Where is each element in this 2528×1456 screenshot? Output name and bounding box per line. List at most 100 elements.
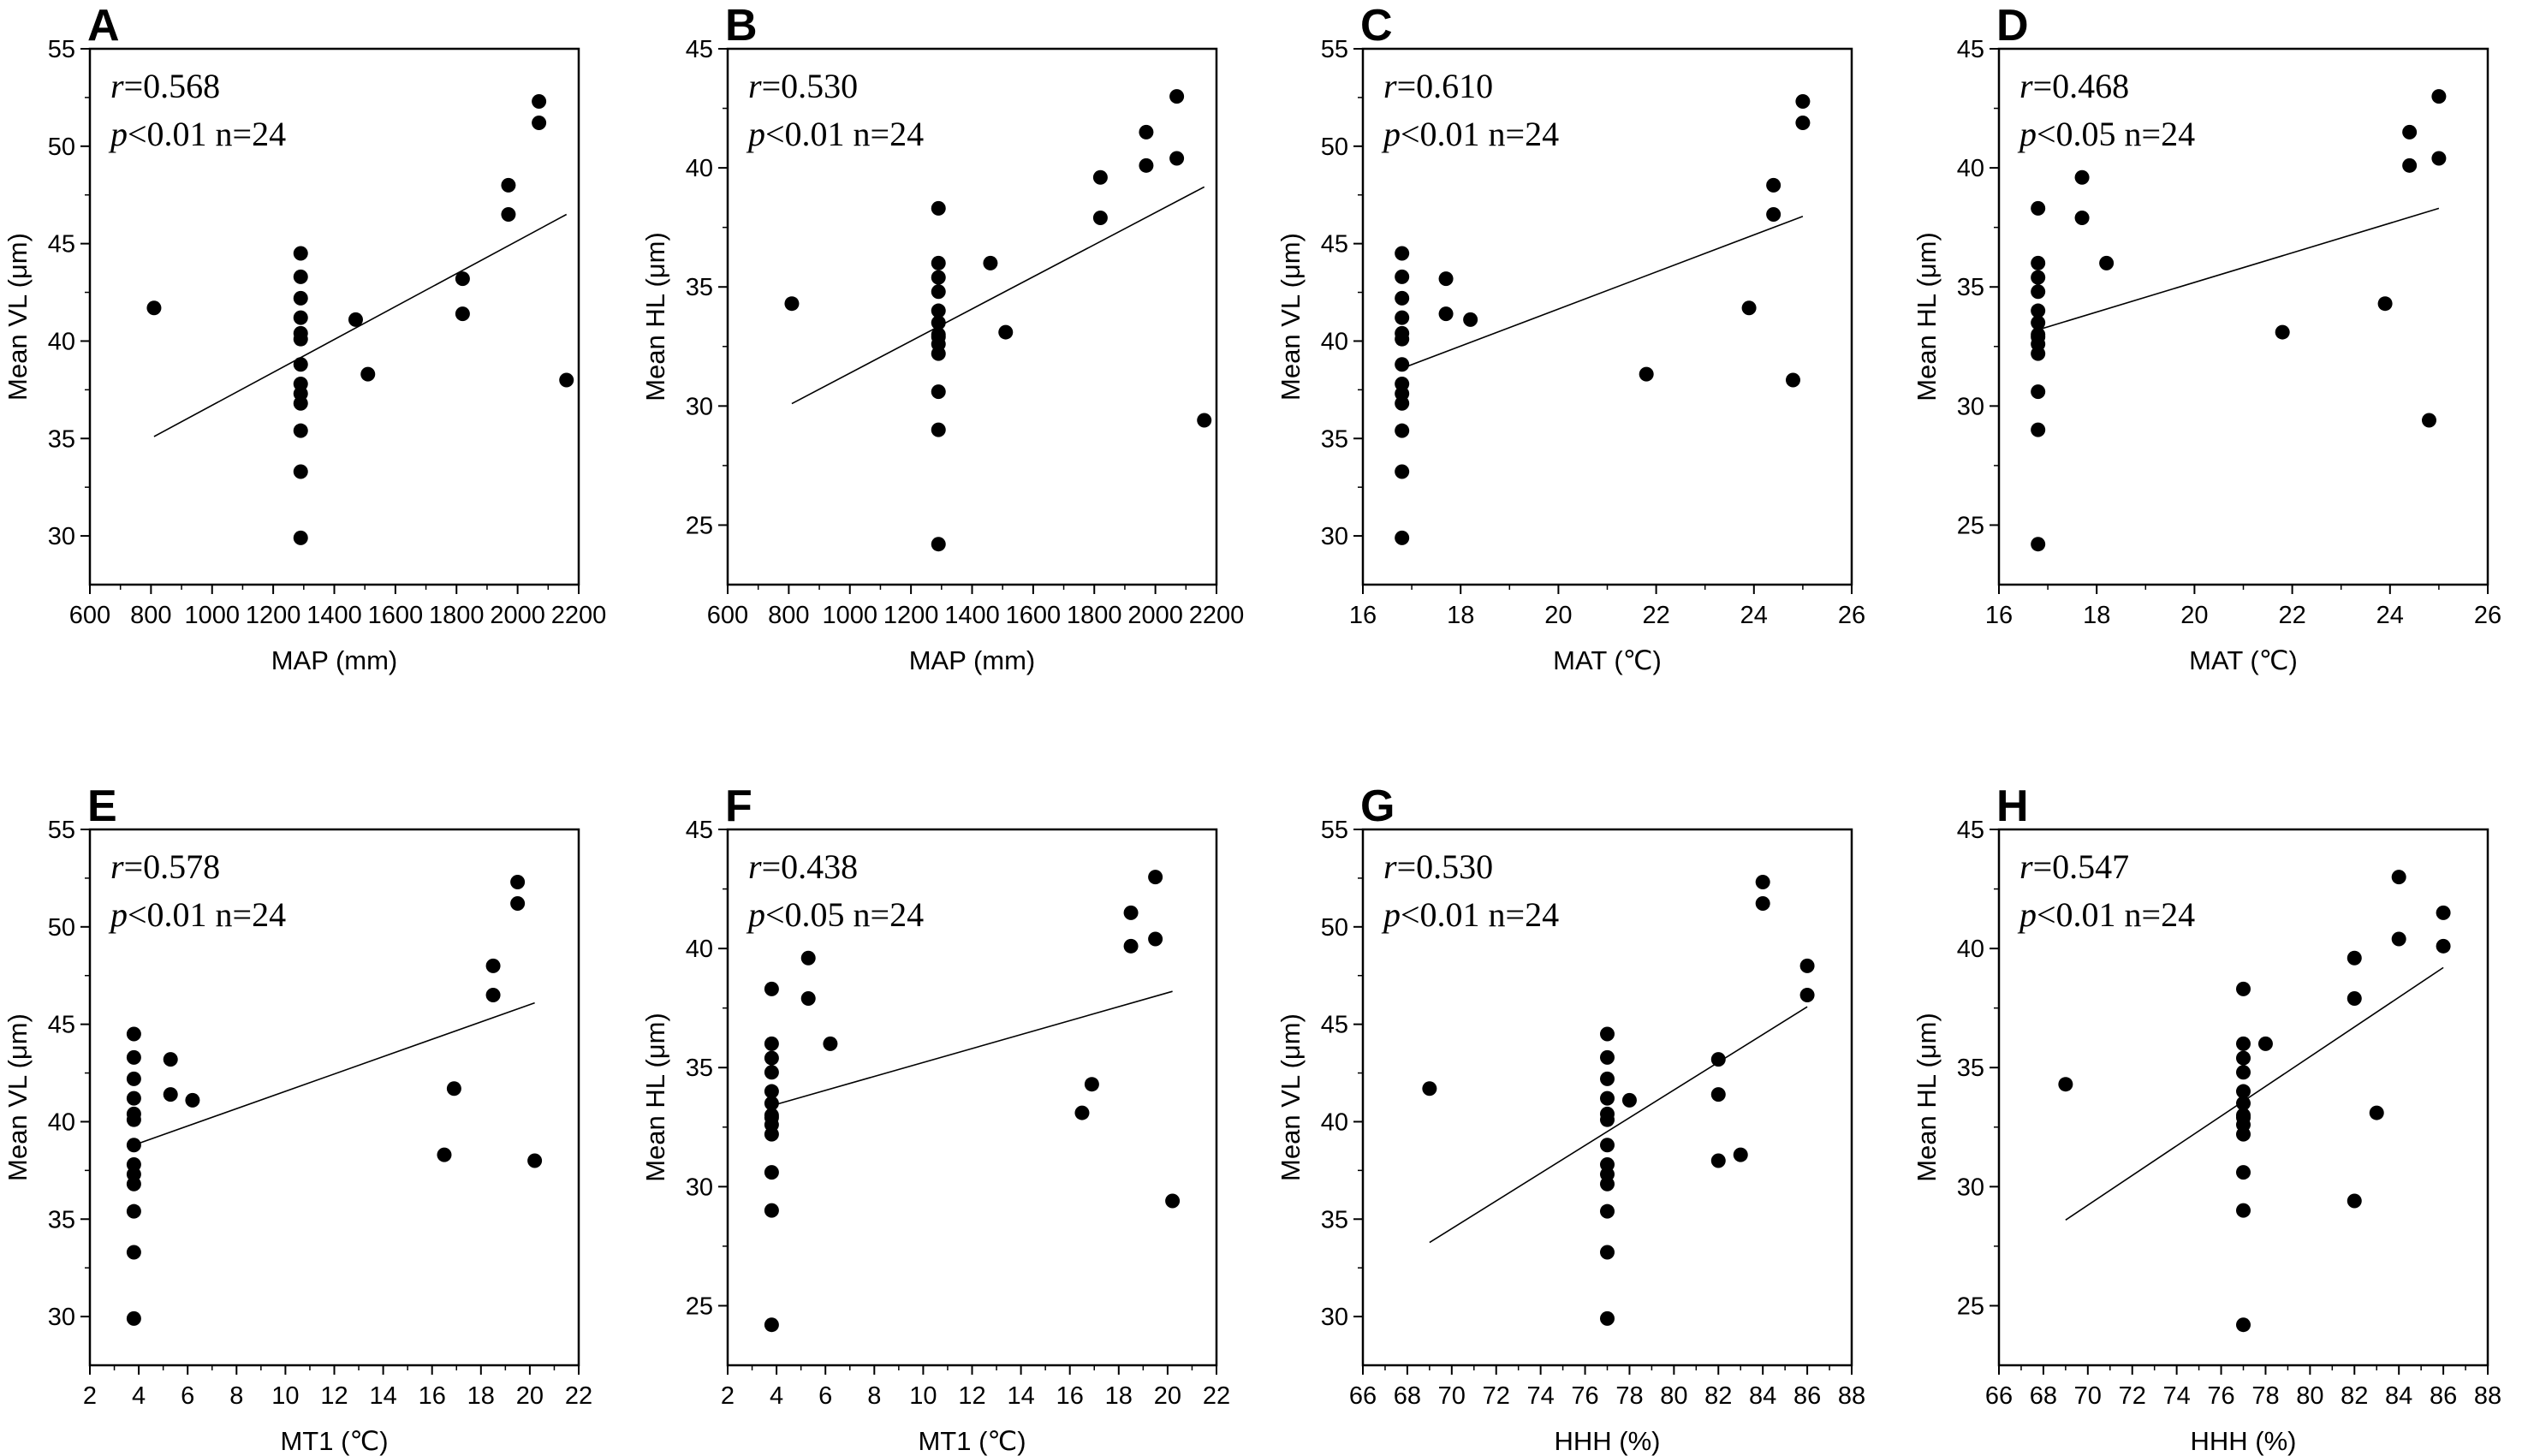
x-axis-label: HHH (%): [2191, 1426, 2297, 1456]
x-tick-label: 24: [2376, 602, 2404, 629]
data-point: [2031, 200, 2046, 216]
data-point: [2236, 1165, 2251, 1180]
stat-p: p<0.01 n=24: [108, 895, 286, 934]
y-tick-label: 40: [1321, 1108, 1348, 1136]
data-point: [293, 530, 308, 545]
data-point: [1395, 331, 1410, 347]
data-point: [2031, 422, 2046, 437]
panel-h: H 66 68 70 72 74 76 78 80 82 84 86 88 25 30 35 40 45 HHH (…: [1912, 781, 2501, 1456]
data-point: [931, 270, 946, 285]
data-point: [2236, 1203, 2251, 1218]
x-tick-label: 82: [1704, 1382, 1732, 1410]
data-point: [1799, 987, 1815, 1002]
y-tick-label: 45: [686, 36, 713, 63]
y-tick-label: 55: [48, 817, 75, 844]
regression-line: [153, 213, 568, 437]
data-point: [126, 1091, 141, 1106]
x-tick-label: 18: [467, 1382, 495, 1410]
x-tick-label: 74: [2163, 1382, 2191, 1410]
y-tick-label: 40: [48, 1108, 75, 1136]
y-axis-label: Mean VL (μm): [3, 233, 33, 401]
x-tick-label: 1400: [306, 602, 362, 629]
data-point: [1395, 423, 1410, 438]
panel-d: D 16 18 20 22 24 26 25 30 35 40 45 MAT (℃) Mean HL (μ…: [1912, 1, 2501, 675]
panel-letter: D: [1996, 1, 2029, 51]
x-tick-label: 14: [1007, 1382, 1034, 1410]
panel-f: F 2 4 6 8 10 12 14 16 18 20 22 25 30 35 40 45 MT1 (℃) Mean…: [640, 781, 1230, 1456]
data-point: [1165, 1193, 1181, 1209]
data-point: [2236, 1126, 2251, 1142]
data-point: [2347, 991, 2362, 1007]
data-point: [1741, 300, 1757, 316]
y-tick-label: 30: [1321, 523, 1348, 550]
y-tick-label: 45: [48, 1012, 75, 1039]
data-point: [2275, 324, 2290, 340]
data-point: [527, 1153, 543, 1168]
x-tick-label: 86: [1793, 1382, 1821, 1410]
panel-letter: A: [87, 1, 120, 51]
data-point: [1795, 116, 1811, 131]
data-point: [2391, 870, 2406, 885]
regression-line: [791, 186, 1205, 405]
x-tick-label: 1400: [944, 602, 1000, 629]
data-point: [1600, 1112, 1615, 1127]
data-point: [2369, 1105, 2384, 1120]
stat-p-symbol: p: [2017, 895, 2037, 934]
y-tick-label: 45: [1957, 817, 1984, 844]
x-tick-label: 1600: [1006, 602, 1062, 629]
data-point: [1600, 1245, 1615, 1260]
x-axis-label: MAP (mm): [271, 645, 398, 675]
stat-p: p<0.01 n=24: [2017, 895, 2195, 934]
x-axis-label: MAT (℃): [2189, 645, 2298, 675]
x-tick-label: 10: [909, 1382, 937, 1410]
data-point: [2391, 931, 2406, 947]
data-point: [2031, 284, 2046, 300]
stat-r-value: =0.530: [762, 67, 859, 105]
y-axis-label: Mean HL (μm): [640, 232, 670, 401]
data-point: [2236, 1050, 2251, 1066]
panel-letter: E: [87, 781, 117, 831]
y-tick-label: 40: [686, 155, 713, 182]
x-tick-label: 16: [419, 1382, 446, 1410]
stat-p-value: <0.01 n=24: [2037, 895, 2195, 934]
data-point: [931, 284, 946, 300]
data-point: [1422, 1081, 1437, 1096]
data-point: [2236, 1084, 2251, 1099]
y-tick-label: 45: [1321, 1012, 1348, 1039]
data-point: [800, 991, 816, 1007]
x-tick-label: 88: [2474, 1382, 2501, 1410]
y-tick-label: 35: [1957, 1055, 1984, 1082]
regression-line: [2037, 207, 2440, 331]
data-point: [764, 1036, 779, 1051]
data-point: [293, 395, 308, 411]
data-point: [1463, 312, 1478, 327]
data-point: [2031, 384, 2046, 400]
y-tick-label: 30: [48, 1304, 75, 1331]
stat-r: r=0.530: [1383, 847, 1493, 886]
data-point: [293, 357, 308, 372]
x-tick-label: 2: [721, 1382, 735, 1410]
data-point: [293, 464, 308, 479]
x-tick-label: 78: [2251, 1382, 2279, 1410]
stat-p-value: <0.01 n=24: [1401, 895, 1559, 934]
data-point: [2436, 938, 2451, 954]
stat-r-symbol: r: [748, 847, 762, 886]
x-tick-label: 70: [2074, 1382, 2102, 1410]
data-point: [1395, 464, 1410, 479]
y-tick-label: 35: [1321, 425, 1348, 453]
data-point: [2431, 89, 2447, 104]
data-point: [510, 896, 526, 912]
data-point: [2402, 124, 2418, 140]
y-axis-label: Mean VL (μm): [1276, 233, 1306, 401]
y-tick-label: 30: [1957, 1174, 1984, 1201]
y-tick-label: 40: [1321, 328, 1348, 355]
data-point: [1600, 1176, 1615, 1192]
panel-b: B 600 800 1000 1200 1400 1600 1800 2000 2200 25 30 3…: [640, 1, 1244, 675]
x-tick-label: 16: [1985, 602, 2013, 629]
stat-r-symbol: r: [110, 67, 124, 105]
x-tick-label: 20: [1154, 1382, 1181, 1410]
x-tick-label: 22: [2278, 602, 2305, 629]
x-tick-label: 70: [1438, 1382, 1466, 1410]
x-tick-label: 82: [2341, 1382, 2368, 1410]
y-tick-label: 35: [1957, 274, 1984, 301]
